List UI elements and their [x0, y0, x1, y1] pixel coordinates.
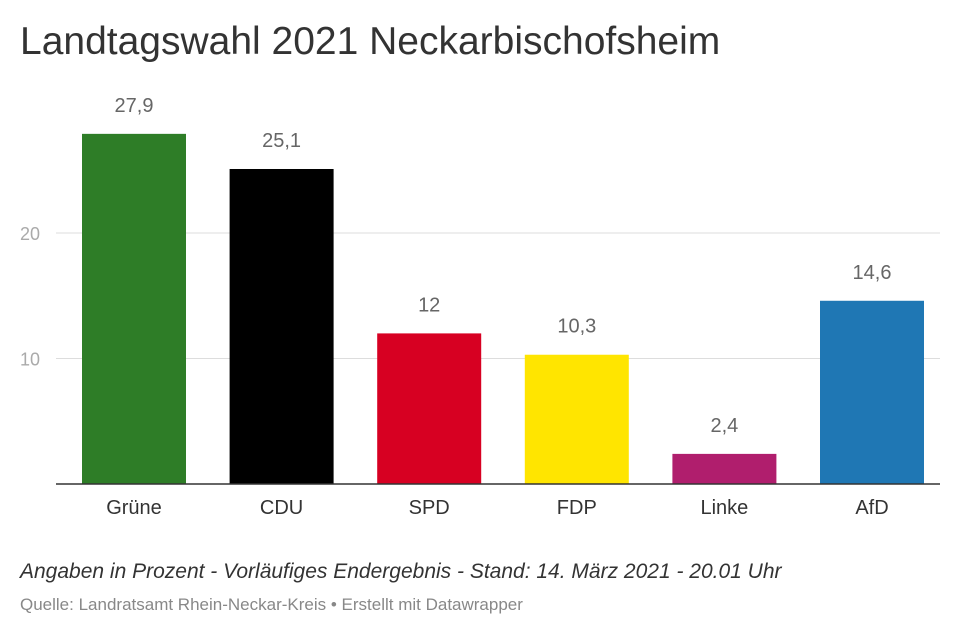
chart-note: Angaben in Prozent - Vorläufiges Enderge… [20, 560, 782, 583]
grid-layer [56, 232, 940, 359]
bar-2 [377, 333, 482, 484]
bar-0 [82, 133, 186, 485]
bar-chart: 10 20 27,9 Grüne 25,1 CDU 12 SPD 10,3 FDP 2,4 Linke… [20, 95, 940, 519]
category-label-3: FDP [557, 497, 597, 519]
category-label-4: Linke [700, 497, 748, 519]
value-label-4: 2,4 [710, 415, 738, 437]
bar-4 [672, 453, 777, 484]
value-label-0: 27,9 [115, 95, 154, 117]
bar-5 [820, 300, 924, 484]
value-label-3: 10,3 [557, 316, 596, 338]
category-label-0: Grüne [106, 497, 162, 519]
value-label-5: 14,6 [853, 262, 892, 284]
bar-1 [229, 168, 334, 484]
category-label-2: SPD [409, 497, 450, 519]
y-tick-label-10: 10 [20, 350, 40, 370]
label-layer: 10 20 27,9 Grüne 25,1 CDU 12 SPD 10,3 FDP 2,4 Linke… [20, 95, 891, 519]
category-label-1: CDU [260, 497, 303, 519]
chart-title: Landtagswahl 2021 Neckarbischofsheim [20, 20, 721, 63]
value-label-1: 25,1 [262, 130, 301, 152]
y-tick-label-20: 20 [20, 224, 40, 244]
value-label-2: 12 [418, 294, 440, 316]
category-label-5: AfD [855, 497, 888, 519]
chart-source: Quelle: Landratsamt Rhein-Neckar-Kreis •… [20, 595, 523, 614]
bar-layer [82, 133, 924, 485]
bar-3 [524, 354, 629, 484]
